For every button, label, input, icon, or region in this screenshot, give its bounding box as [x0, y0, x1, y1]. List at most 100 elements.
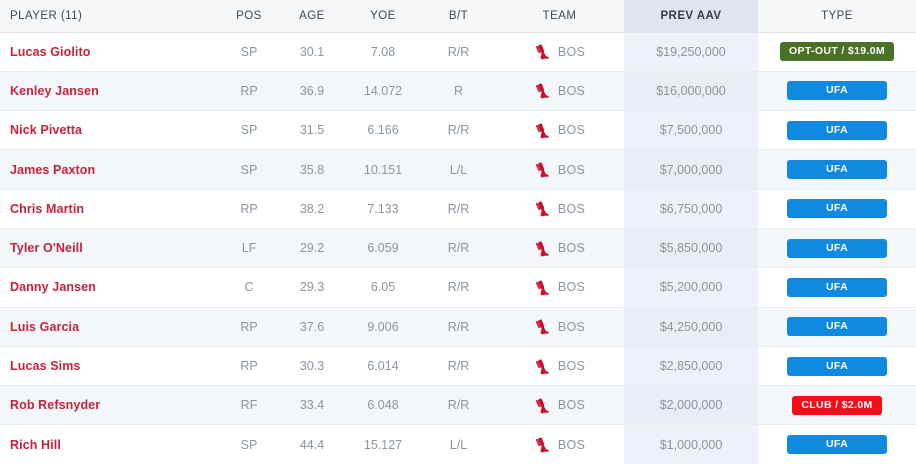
header-row: PLAYER (11) POS AGE YOE B/T TEAM PREV AA…	[0, 0, 916, 33]
type-badge-ufa[interactable]: UFA	[787, 199, 887, 219]
column-header-bt[interactable]: B/T	[422, 0, 495, 33]
cell-pos: RP	[218, 346, 280, 387]
team-chip[interactable]: BOS	[495, 122, 624, 139]
cell-type: UFA	[758, 267, 916, 308]
cell-type: UFA	[758, 228, 916, 269]
player-name-link[interactable]: Lucas Sims	[10, 359, 81, 374]
team-chip[interactable]: BOS	[495, 161, 624, 178]
cell-type: OPT-OUT / $19.0M	[758, 32, 916, 72]
red-sox-logo-icon	[535, 241, 549, 257]
table-body: Lucas Giolito SP 30.1 7.08 R/R BOS $19,250,000…	[0, 32, 916, 464]
table-row[interactable]: Danny Jansen C 29.3 6.05 R/R BOS $5,200,000 UFA	[0, 267, 916, 308]
team-chip[interactable]: BOS	[495, 43, 624, 60]
red-sox-logo-icon	[535, 359, 549, 374]
column-header-age[interactable]: AGE	[280, 0, 344, 33]
table-row[interactable]: Lucas Giolito SP 30.1 7.08 R/R BOS $19,250,000…	[0, 32, 916, 72]
column-header-pos[interactable]: POS	[218, 0, 280, 33]
cell-pos: SP	[218, 32, 280, 72]
cell-team: BOS	[495, 346, 624, 387]
type-badge-ufa[interactable]: UFA	[787, 160, 887, 180]
table-row[interactable]: Tyler O'Neill LF 29.2 6.059 R/R BOS $5,850,000…	[0, 228, 916, 269]
cell-pos: RP	[218, 189, 280, 229]
player-name-link[interactable]: Rich Hill	[10, 437, 61, 452]
cell-age: 37.6	[280, 307, 344, 347]
cell-age: 31.5	[280, 110, 344, 151]
cell-prev-aav: $1,000,000	[624, 424, 758, 464]
cell-age: 29.2	[280, 228, 344, 269]
cell-team: BOS	[495, 228, 624, 269]
cell-bt: R/R	[422, 346, 495, 387]
type-badge-ufa[interactable]: UFA	[787, 317, 887, 337]
cell-team: BOS	[495, 189, 624, 229]
type-badge-ufa[interactable]: UFA	[787, 238, 887, 258]
cell-age: 30.3	[280, 346, 344, 387]
player-name-link[interactable]: James Paxton	[10, 162, 96, 177]
table-row[interactable]: Lucas Sims RP 30.3 6.014 R/R BOS $2,850,000 UFA	[0, 346, 916, 387]
team-abbreviation: BOS	[557, 44, 586, 59]
team-abbreviation: BOS	[557, 83, 586, 98]
player-name-link[interactable]: Kenley Jansen	[10, 83, 99, 98]
team-abbreviation: BOS	[557, 398, 586, 413]
table-row[interactable]: Nick Pivetta SP 31.5 6.166 R/R BOS $7,500,000 U…	[0, 110, 916, 151]
column-header-prev-aav[interactable]: PREV AAV	[624, 0, 758, 33]
cell-bt: R/R	[422, 307, 495, 347]
cell-bt: R/R	[422, 267, 495, 308]
cell-player: Lucas Sims	[0, 346, 218, 387]
table-row[interactable]: Rob Refsnyder RF 33.4 6.048 R/R BOS $2,000,000…	[0, 385, 916, 426]
cell-pos: C	[218, 267, 280, 308]
cell-prev-aav: $2,000,000	[624, 385, 758, 426]
type-badge-ufa[interactable]: UFA	[787, 435, 887, 455]
type-badge-ufa[interactable]: UFA	[787, 277, 887, 297]
column-header-team[interactable]: TEAM	[495, 0, 624, 33]
table-row[interactable]: Chris Martin RP 38.2 7.133 R/R BOS $6,750,000 U…	[0, 189, 916, 229]
cell-prev-aav: $5,200,000	[624, 267, 758, 308]
cell-yoe: 7.133	[344, 189, 422, 229]
type-badge-club[interactable]: CLUB / $2.0M	[792, 395, 882, 415]
team-abbreviation: BOS	[557, 201, 586, 216]
player-name-link[interactable]: Chris Martin	[10, 201, 85, 216]
cell-player: Tyler O'Neill	[0, 228, 218, 269]
team-chip[interactable]: BOS	[495, 397, 624, 414]
team-chip[interactable]: BOS	[495, 318, 624, 335]
cell-age: 30.1	[280, 32, 344, 72]
cell-yoe: 14.072	[344, 71, 422, 112]
team-chip[interactable]: BOS	[495, 279, 624, 296]
column-header-type[interactable]: TYPE	[758, 0, 916, 33]
cell-type: UFA	[758, 189, 916, 229]
cell-yoe: 15.127	[344, 424, 422, 464]
cell-prev-aav: $5,850,000	[624, 228, 758, 269]
cell-yoe: 7.08	[344, 32, 422, 72]
column-header-player[interactable]: PLAYER (11)	[0, 0, 218, 33]
table-row[interactable]: Rich Hill SP 44.4 15.127 L/L BOS $1,000,000 UFA	[0, 424, 916, 464]
team-chip[interactable]: BOS	[495, 82, 624, 99]
column-header-yoe[interactable]: YOE	[344, 0, 422, 33]
type-badge-opt-out[interactable]: OPT-OUT / $19.0M	[779, 42, 895, 62]
cell-type: UFA	[758, 346, 916, 387]
type-badge-ufa[interactable]: UFA	[787, 81, 887, 101]
team-abbreviation: BOS	[557, 280, 586, 295]
cell-player: Rich Hill	[0, 424, 218, 464]
team-chip[interactable]: BOS	[495, 240, 624, 257]
cell-player: James Paxton	[0, 149, 218, 190]
player-name-link[interactable]: Rob Refsnyder	[10, 398, 101, 413]
type-badge-ufa[interactable]: UFA	[787, 356, 887, 376]
type-badge-ufa[interactable]: UFA	[787, 120, 887, 140]
cell-player: Nick Pivetta	[0, 110, 218, 151]
player-name-link[interactable]: Danny Jansen	[10, 280, 96, 295]
cell-prev-aav: $19,250,000	[624, 32, 758, 72]
team-chip[interactable]: BOS	[495, 436, 624, 453]
table-row[interactable]: Luis Garcia RP 37.6 9.006 R/R BOS $4,250,000 UF…	[0, 307, 916, 347]
cell-player: Danny Jansen	[0, 267, 218, 308]
player-name-link[interactable]: Tyler O'Neill	[10, 241, 83, 256]
team-chip[interactable]: BOS	[495, 200, 624, 217]
player-name-link[interactable]: Luis Garcia	[10, 319, 80, 334]
cell-player: Kenley Jansen	[0, 71, 218, 112]
team-chip[interactable]: BOS	[495, 358, 624, 375]
cell-type: UFA	[758, 149, 916, 190]
player-name-link[interactable]: Lucas Giolito	[10, 44, 91, 59]
cell-yoe: 6.048	[344, 385, 422, 426]
table-row[interactable]: James Paxton SP 35.8 10.151 L/L BOS $7,000,000…	[0, 149, 916, 190]
cell-player: Lucas Giolito	[0, 32, 218, 72]
table-row[interactable]: Kenley Jansen RP 36.9 14.072 R BOS $16,000,000…	[0, 71, 916, 112]
player-name-link[interactable]: Nick Pivetta	[10, 123, 83, 138]
